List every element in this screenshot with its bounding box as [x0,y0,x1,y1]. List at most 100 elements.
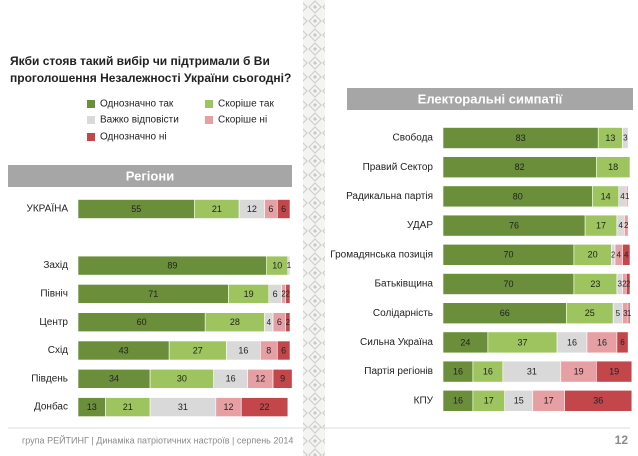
value-label: 5 [616,309,621,318]
category-label: Партія регіонів [364,366,433,377]
value-label: 2 [624,221,629,230]
category-label: Схід [48,345,68,356]
value-label: 4 [620,192,625,201]
value-label: 1 [625,192,630,201]
legend-label: Скоріше ні [218,115,267,126]
value-label: 16 [597,337,607,347]
bar-segment [625,185,629,208]
category-label: УКРАЇНА [26,203,68,215]
value-label: 66 [500,308,510,318]
value-label: 12 [224,402,234,412]
value-label: 34 [109,374,119,384]
panel-band [347,88,633,110]
category-label: Сильна Україна [360,337,433,348]
value-label: 16 [453,366,463,376]
value-label: 19 [574,366,584,376]
value-label: 70 [503,279,513,289]
value-label: 13 [605,133,615,143]
value-label: 23 [590,279,600,289]
value-label: 6 [277,317,282,327]
value-label: 89 [167,260,177,270]
panel-band [8,165,292,187]
category-label: Захід [43,260,68,271]
category-label: Батьківщина [374,279,433,290]
value-label: 4 [618,221,623,230]
bar-segment [240,397,289,417]
panel-title: Регіони [126,168,174,183]
value-label: 6 [620,338,625,347]
category-label: Солідарність [373,308,433,319]
value-label: 6 [268,204,273,214]
question-line: Якби стояв такий вибір чи підтримали б В… [10,54,270,68]
value-label: 21 [212,204,222,214]
value-label: 2 [281,290,286,299]
value-label: 18 [608,162,618,172]
value-label: 12 [255,374,265,384]
bar-segment [596,360,633,383]
bar-segment [287,255,291,276]
value-label: 16 [238,345,248,355]
bar-segment [276,199,291,219]
value-label: 9 [280,374,285,384]
legend-swatch [87,100,95,108]
bar-segment [624,214,629,237]
value-label: 3 [623,134,628,143]
value-label: 31 [178,402,188,412]
value-label: 1 [287,261,292,270]
category-label: Донбас [34,401,68,413]
value-label: 4 [624,250,629,259]
value-label: 4 [617,250,622,259]
category-label: Громадянська позиція [330,249,433,260]
value-label: 28 [230,317,240,327]
value-label: 6 [273,289,278,299]
bar-segment [564,389,633,412]
value-label: 20 [588,250,598,260]
bar-segment [625,273,631,295]
value-label: 2 [626,280,631,289]
value-label: 2 [286,290,291,299]
legend-swatch [87,133,95,141]
legend-label: Важко відповісти [100,115,179,126]
bar-segment [272,368,293,389]
legend-swatch [205,100,213,108]
value-label: 3 [617,280,622,289]
value-label: 82 [515,162,525,172]
value-label: 1 [627,309,632,318]
bar-segment [285,312,291,333]
category-label: КПУ [414,395,434,406]
value-label: 25 [585,308,595,318]
value-label: 2 [611,250,616,259]
value-label: 8 [266,345,271,355]
value-label: 55 [131,204,141,214]
bar-segment [276,340,291,361]
bar-segment [596,156,631,178]
value-label: 19 [244,289,254,299]
legend-label: Скоріше так [218,99,274,110]
value-label: 37 [517,337,527,347]
bar-segment [285,284,291,304]
value-label: 76 [509,220,519,230]
value-label: 19 [609,366,619,376]
value-label: 16 [453,396,463,406]
value-label: 36 [593,396,603,406]
bar-segment [622,127,629,149]
value-label: 4 [267,318,272,327]
category-label: Свобода [393,132,434,144]
panel-title: Електоральні симпатії [418,91,563,106]
category-label: Південь [31,373,68,384]
value-label: 6 [281,345,286,355]
value-label: 3 [623,309,628,318]
value-label: 24 [460,337,470,347]
bar-segment [627,302,631,325]
value-label: 14 [601,191,611,201]
value-label: 16 [483,366,493,376]
value-label: 17 [484,396,494,406]
footer: група РЕЙТИНГ | Динаміка патріотичних на… [22,434,293,445]
value-label: 43 [119,345,129,355]
category-label: УДАР [407,220,433,231]
value-label: 22 [260,402,270,412]
value-label: 16 [567,337,577,347]
legend-label: Однозначно ні [100,132,167,143]
question-line: проголошення Незалежності України сьогод… [10,71,291,85]
